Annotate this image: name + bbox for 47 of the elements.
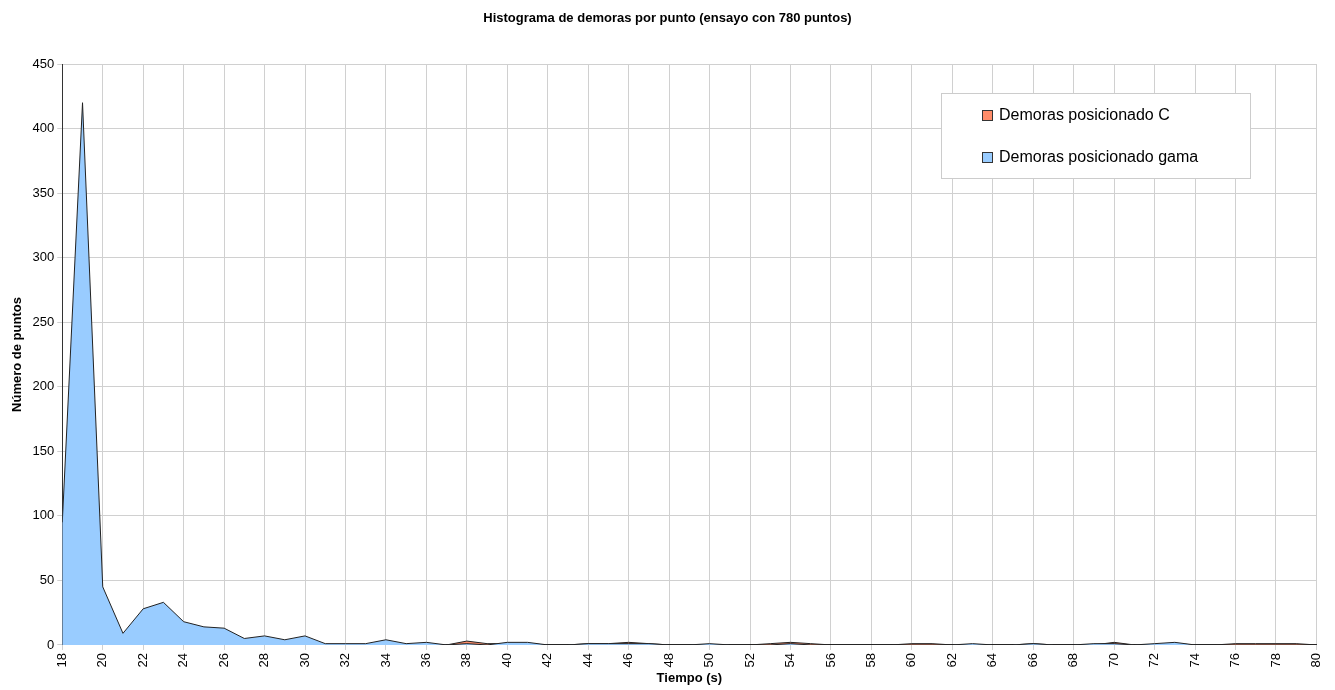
x-tick-label: 20: [94, 652, 110, 668]
x-tick-label: 58: [862, 652, 878, 668]
x-tick-label: 74: [1186, 652, 1202, 668]
x-tick-label: 36: [417, 652, 433, 668]
y-tick-label: 400: [32, 120, 55, 136]
y-tick-label: 350: [32, 184, 55, 200]
x-tick-label: 32: [337, 652, 353, 668]
y-tick-label: 100: [32, 507, 55, 523]
x-tick-label: 18: [53, 652, 69, 668]
x-tick-label: 38: [458, 652, 474, 668]
x-tick-label: 46: [620, 652, 636, 668]
x-tick-label: 78: [1267, 652, 1283, 668]
x-tick-label: 50: [701, 652, 717, 668]
x-tick-label: 24: [175, 652, 191, 668]
y-tick-label: 150: [32, 442, 55, 458]
x-tick-label: 80: [1307, 652, 1323, 668]
y-axis-title: Número de puntos: [9, 297, 25, 412]
x-axis-title: Tiempo (s): [656, 669, 723, 685]
y-tick-label: 300: [32, 249, 55, 265]
legend-label: Demoras posicionado C: [999, 106, 1170, 124]
x-tick-label: 54: [782, 652, 798, 668]
x-tick-label: 62: [943, 652, 959, 668]
x-tick-label: 22: [134, 652, 150, 668]
y-tick-label: 0: [47, 636, 55, 652]
x-tick-label: 44: [579, 652, 595, 668]
y-tick-label: 450: [32, 55, 55, 71]
x-tick-label: 28: [256, 652, 272, 668]
x-tick-label: 48: [660, 652, 676, 668]
x-tick-label: 52: [741, 652, 757, 668]
x-tick-label: 64: [984, 652, 1000, 668]
y-tick-label: 50: [39, 571, 55, 587]
x-tick-label: 76: [1227, 652, 1243, 668]
chart-title: Histograma de demoras por punto (ensayo con 780 puntos): [482, 10, 853, 25]
x-tick-label: 60: [903, 652, 919, 668]
y-tick-label: 250: [32, 313, 55, 329]
legend-label: Demoras posicionado gama: [999, 148, 1199, 166]
x-tick-label: 42: [539, 652, 555, 668]
x-tick-label: 68: [1065, 652, 1081, 668]
x-tick-label: 70: [1105, 652, 1121, 668]
x-tick-label: 66: [1024, 652, 1040, 668]
x-tick-label: 72: [1146, 652, 1162, 668]
x-tick-label: 56: [822, 652, 838, 668]
y-tick-label: 200: [32, 378, 55, 394]
x-tick-label: 34: [377, 652, 393, 668]
x-tick-label: 40: [498, 652, 514, 668]
x-tick-label: 26: [215, 652, 231, 668]
x-tick-label: 30: [296, 652, 312, 668]
